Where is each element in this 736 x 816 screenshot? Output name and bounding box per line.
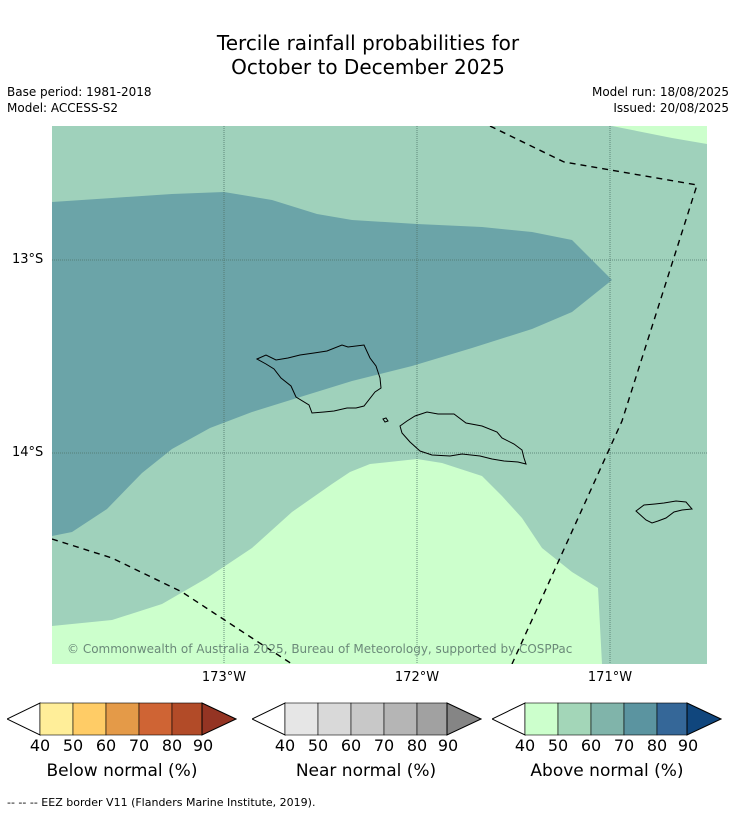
tutuila-island	[635, 500, 694, 524]
region-above-40-north	[612, 126, 707, 144]
tick: 40	[514, 736, 536, 755]
tick: 40	[29, 736, 51, 755]
probability-map: © Commonwealth of Australia 2025, Bureau…	[52, 126, 707, 664]
swatch-3	[383, 702, 418, 736]
tick: 90	[192, 736, 214, 755]
model-name: Model: ACCESS-S2	[7, 101, 119, 115]
tick: 60	[95, 736, 117, 755]
lon-label-173w: 173°W	[201, 670, 247, 685]
swatch-4	[656, 702, 688, 736]
tick: 50	[62, 736, 84, 755]
swatch-0	[284, 702, 319, 736]
tick: 80	[406, 736, 428, 755]
title-line-1: Tercile rainfall probabilities for	[216, 31, 520, 55]
colorbar-label-above: Above normal (%)	[530, 761, 684, 781]
tick: 70	[128, 736, 150, 755]
meta-left: Base period: 1981-2018 Model: ACCESS-S2	[7, 84, 152, 116]
swatch-4	[416, 702, 448, 736]
swatch-3	[623, 702, 658, 736]
swatch-2	[350, 702, 385, 736]
colorbar-label-below: Below normal (%)	[46, 761, 198, 781]
tick: 70	[373, 736, 395, 755]
tick: 80	[161, 736, 183, 755]
swatch-4	[171, 702, 203, 736]
eez-border	[52, 126, 698, 664]
manono-islet	[382, 417, 389, 423]
colorbar-near-normal	[252, 702, 482, 736]
lat-label-13s: 13°S	[12, 252, 44, 267]
swatch-1	[557, 702, 592, 736]
graticule	[52, 126, 707, 664]
swatch-1	[72, 702, 107, 736]
issued-date: Issued: 20/08/2025	[613, 101, 729, 115]
tick: 60	[340, 736, 362, 755]
tick: 50	[307, 736, 329, 755]
base-period: Base period: 1981-2018	[7, 85, 152, 99]
tick: 90	[677, 736, 699, 755]
lon-label-171w: 171°W	[587, 670, 633, 685]
swatch-1	[317, 702, 352, 736]
lon-label-172w: 172°W	[394, 670, 440, 685]
colorbar-above-normal	[492, 702, 722, 736]
region-above-40-south	[52, 459, 602, 664]
tick: 60	[580, 736, 602, 755]
upolu-island	[399, 411, 527, 465]
model-run: Model run: 18/08/2025	[591, 85, 729, 99]
tick: 50	[547, 736, 569, 755]
tick: 80	[646, 736, 668, 755]
swatch-0	[524, 702, 559, 736]
islands	[255, 344, 694, 524]
swatch-5	[201, 702, 237, 736]
savaii-island	[255, 344, 382, 414]
map-canvas	[52, 126, 707, 664]
tick: 70	[613, 736, 635, 755]
tick: 40	[274, 736, 296, 755]
swatch-3	[138, 702, 173, 736]
copyright-notice: © Commonwealth of Australia 2025, Bureau…	[67, 642, 573, 656]
swatch-5	[686, 702, 722, 736]
title-line-2: October to December 2025	[231, 55, 505, 79]
tick: 90	[437, 736, 459, 755]
meta-right: Model run: 18/08/2025 Issued: 20/08/2025	[592, 84, 729, 116]
lat-label-14s: 14°S	[12, 445, 44, 460]
eez-footnote: -- -- -- EEZ border V11 (Flanders Marine…	[7, 796, 316, 809]
swatch-0	[39, 702, 74, 736]
swatch-2	[590, 702, 625, 736]
map-title: Tercile rainfall probabilities for Octob…	[0, 31, 736, 79]
region-above-70	[52, 192, 612, 536]
colorbar-label-near: Near normal (%)	[295, 761, 437, 781]
swatch-5	[446, 702, 482, 736]
swatch-2	[105, 702, 140, 736]
colorbar-below-normal	[7, 702, 237, 736]
